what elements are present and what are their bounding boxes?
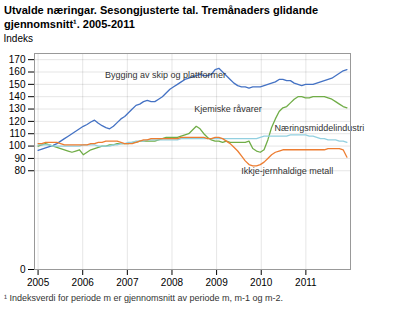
svg-text:170: 170 bbox=[9, 54, 26, 65]
svg-text:2009: 2009 bbox=[205, 277, 228, 288]
svg-text:2005: 2005 bbox=[27, 277, 50, 288]
svg-text:Ikkje-jernhaldige metall: Ikkje-jernhaldige metall bbox=[241, 166, 333, 176]
svg-text:90: 90 bbox=[14, 153, 26, 164]
svg-text:120: 120 bbox=[9, 116, 26, 127]
svg-text:0: 0 bbox=[20, 264, 26, 275]
html-text:¹ Indeksverdi for periode m er: ¹ Indeksverdi for periode m er gjennomsn… bbox=[4, 293, 284, 303]
svg-text:Indeks: Indeks bbox=[4, 33, 33, 44]
html-text:gjennomsnitt¹. 2005-2011: gjennomsnitt¹. 2005-2011 bbox=[4, 18, 135, 30]
svg-text:150: 150 bbox=[9, 79, 26, 90]
svg-text:2010: 2010 bbox=[250, 277, 273, 288]
svg-text:2008: 2008 bbox=[161, 277, 184, 288]
svg-text:2011: 2011 bbox=[295, 277, 317, 288]
svg-text:Kjemiske råvarer: Kjemiske råvarer bbox=[194, 104, 262, 114]
html-text:Utvalde næringar. Sesongjuster: Utvalde næringar. Sesongjusterte tal. Tr… bbox=[4, 4, 319, 16]
svg-text:2006: 2006 bbox=[72, 277, 95, 288]
svg-text:140: 140 bbox=[9, 91, 26, 102]
svg-text:2007: 2007 bbox=[116, 277, 139, 288]
svg-text:Næringsmiddelindustri: Næringsmiddelindustri bbox=[274, 123, 365, 134]
svg-text:Bygging av skip og plattformer: Bygging av skip og plattformer bbox=[105, 70, 226, 80]
svg-text:160: 160 bbox=[9, 66, 26, 77]
svg-text:110: 110 bbox=[10, 128, 26, 139]
svg-text:100: 100 bbox=[9, 140, 26, 151]
svg-text:80: 80 bbox=[14, 165, 26, 176]
svg-text:130: 130 bbox=[9, 103, 26, 114]
